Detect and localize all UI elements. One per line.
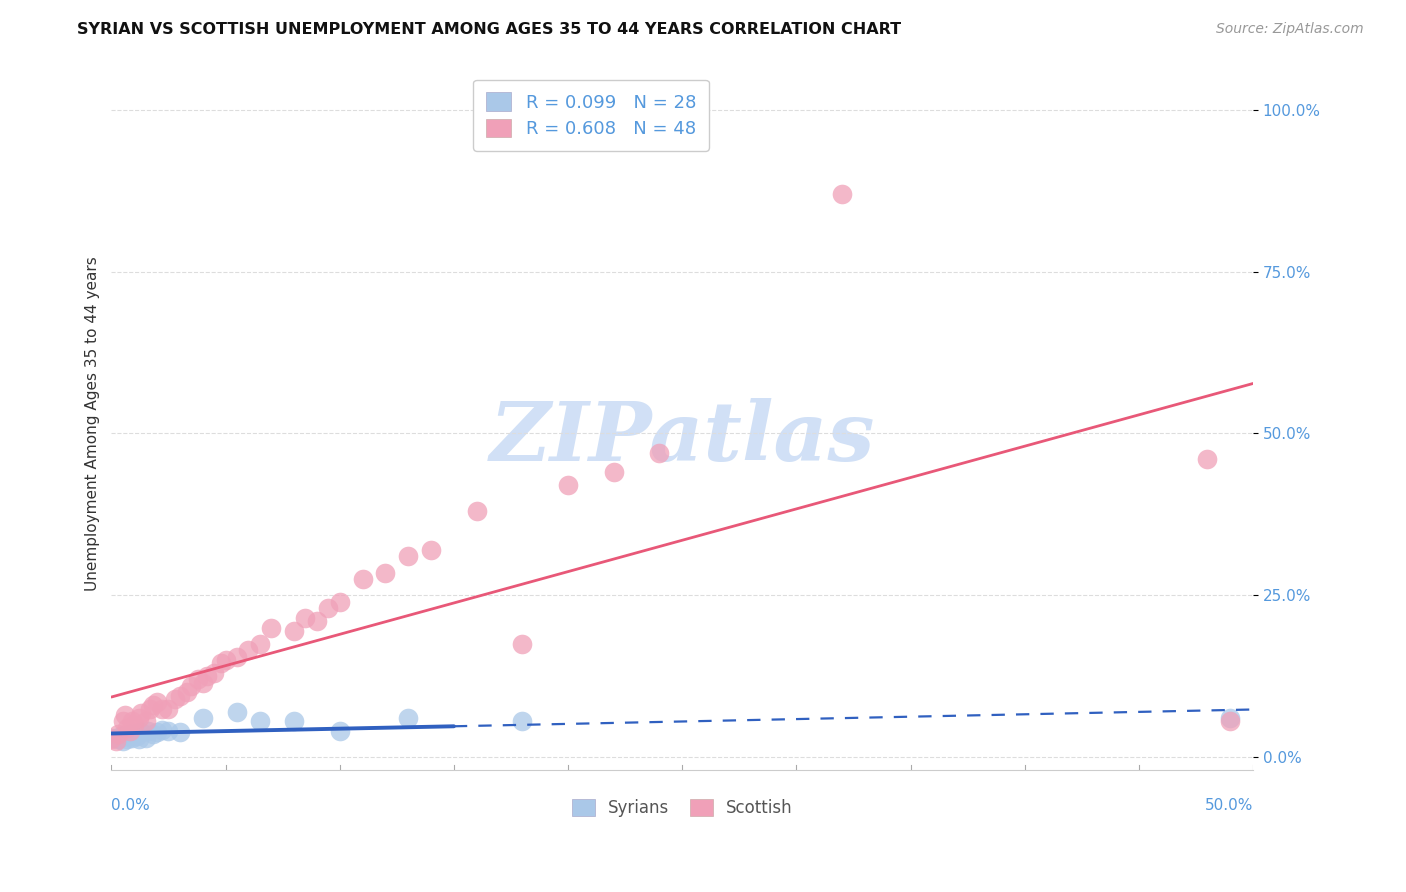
Point xyxy=(396,549,419,564)
Point xyxy=(1219,711,1241,725)
Point xyxy=(139,701,162,715)
Point xyxy=(141,727,163,741)
Point xyxy=(169,725,191,739)
Point xyxy=(122,717,145,731)
Point xyxy=(352,572,374,586)
Point xyxy=(226,705,249,719)
Point xyxy=(238,643,260,657)
Point xyxy=(128,711,150,725)
Point xyxy=(374,566,396,580)
Point xyxy=(260,621,283,635)
Text: 50.0%: 50.0% xyxy=(1205,797,1253,813)
Point xyxy=(110,729,132,743)
Point xyxy=(465,504,488,518)
Point xyxy=(146,695,169,709)
Point xyxy=(100,731,122,746)
Point xyxy=(191,675,214,690)
Point xyxy=(283,714,305,729)
Point xyxy=(202,665,225,680)
Text: SYRIAN VS SCOTTISH UNEMPLOYMENT AMONG AGES 35 TO 44 YEARS CORRELATION CHART: SYRIAN VS SCOTTISH UNEMPLOYMENT AMONG AG… xyxy=(77,22,901,37)
Point xyxy=(396,711,419,725)
Point xyxy=(107,731,129,746)
Point xyxy=(114,708,136,723)
Point xyxy=(329,724,352,739)
Point xyxy=(129,725,152,739)
Point xyxy=(111,714,134,729)
Point xyxy=(1197,452,1219,467)
Point xyxy=(150,723,173,737)
Text: ZIPatlas: ZIPatlas xyxy=(489,398,875,477)
Point xyxy=(329,595,352,609)
Point xyxy=(128,731,150,746)
Point xyxy=(209,656,232,670)
Point xyxy=(135,714,157,729)
Point xyxy=(135,731,157,745)
Point xyxy=(512,637,534,651)
Point xyxy=(831,186,853,201)
Point xyxy=(150,701,173,715)
Point xyxy=(648,446,671,460)
Point xyxy=(157,701,180,715)
Point xyxy=(117,731,139,746)
Point xyxy=(420,543,443,558)
Point xyxy=(100,731,122,745)
Point xyxy=(146,725,169,739)
Point xyxy=(122,727,145,741)
Point xyxy=(104,731,127,745)
Point xyxy=(249,714,271,729)
Point xyxy=(226,649,249,664)
Text: 0.0%: 0.0% xyxy=(111,797,150,813)
Point xyxy=(557,478,579,492)
Point xyxy=(187,673,209,687)
Point xyxy=(169,689,191,703)
Point xyxy=(141,698,163,713)
Point xyxy=(107,727,129,741)
Point xyxy=(117,721,139,735)
Point xyxy=(305,614,328,628)
Point xyxy=(125,729,148,743)
Point xyxy=(118,727,141,741)
Point xyxy=(114,729,136,743)
Point xyxy=(118,724,141,739)
Point xyxy=(111,734,134,748)
Point xyxy=(157,724,180,739)
Point xyxy=(214,653,236,667)
Point xyxy=(129,706,152,720)
Point xyxy=(1219,714,1241,729)
Point xyxy=(195,669,218,683)
Point xyxy=(165,691,187,706)
Point xyxy=(121,714,143,729)
Point xyxy=(602,465,624,479)
Point xyxy=(136,724,159,739)
Point xyxy=(176,685,198,699)
Point xyxy=(249,637,271,651)
Text: Source: ZipAtlas.com: Source: ZipAtlas.com xyxy=(1216,22,1364,37)
Point xyxy=(512,714,534,729)
Point xyxy=(121,731,143,745)
Point xyxy=(191,711,214,725)
Point xyxy=(180,679,202,693)
Legend: Syrians, Scottish: Syrians, Scottish xyxy=(565,792,800,824)
Point xyxy=(283,624,305,638)
Point xyxy=(294,611,316,625)
Y-axis label: Unemployment Among Ages 35 to 44 years: Unemployment Among Ages 35 to 44 years xyxy=(86,256,100,591)
Point xyxy=(318,601,340,615)
Point xyxy=(104,734,127,748)
